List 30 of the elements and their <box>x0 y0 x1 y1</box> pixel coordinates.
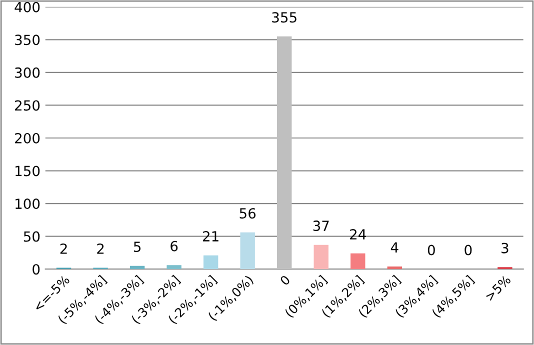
bar <box>203 255 218 270</box>
bar <box>350 253 366 270</box>
y-tick-label: 0 <box>32 264 40 275</box>
y-tick-label: 350 <box>15 34 40 46</box>
y-tick-label: 400 <box>14 2 40 12</box>
data-label: 2 <box>97 243 104 254</box>
data-label: 21 <box>203 231 218 242</box>
data-label: 3 <box>502 242 508 254</box>
y-tick-label: 250 <box>15 100 40 111</box>
bar <box>240 232 255 270</box>
data-label: 0 <box>464 244 472 256</box>
data-label: 56 <box>240 208 256 219</box>
y-tick-label: 50 <box>24 231 40 242</box>
y-tick-label: 100 <box>16 198 40 210</box>
data-label: 24 <box>350 229 366 240</box>
bar <box>277 36 292 270</box>
y-tick-label: 300 <box>15 67 40 78</box>
data-label: 355 <box>272 12 296 23</box>
bar <box>130 266 145 270</box>
y-tick-label: 150 <box>16 166 40 176</box>
data-label: 4 <box>390 242 398 252</box>
data-label: 2 <box>60 243 67 254</box>
data-label: 37 <box>313 220 329 232</box>
bar <box>166 265 182 270</box>
data-label: 0 <box>428 244 435 256</box>
data-label: 6 <box>170 240 178 252</box>
bar <box>387 266 402 270</box>
bar <box>314 244 328 270</box>
y-tick-label: 200 <box>15 132 40 144</box>
data-label: 5 <box>134 242 141 252</box>
